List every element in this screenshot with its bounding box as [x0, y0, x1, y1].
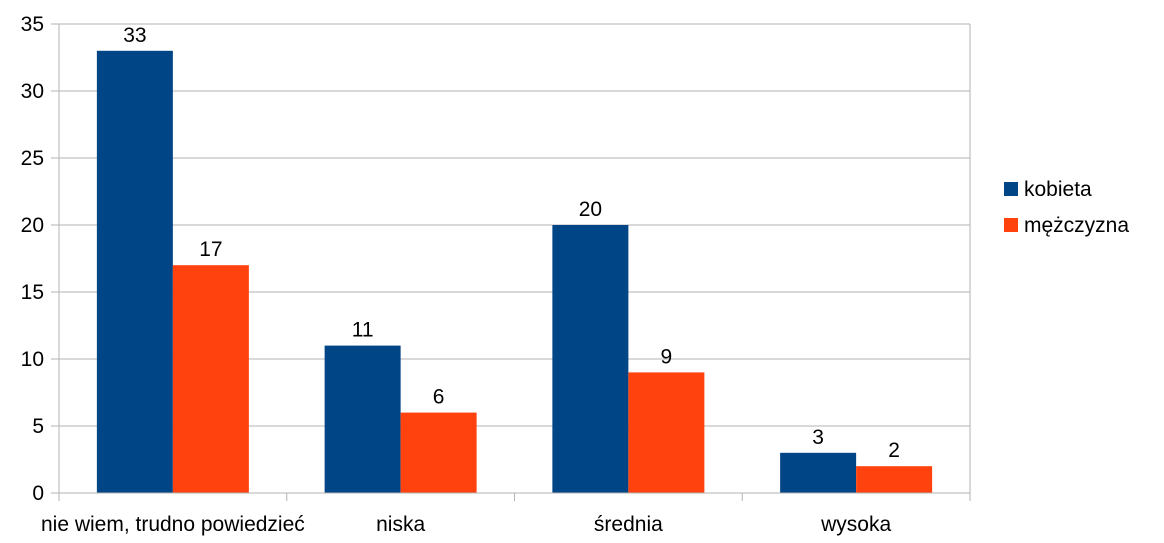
data-label: 2: [888, 439, 900, 462]
y-tick-label: 20: [21, 214, 44, 237]
y-tick-label: 30: [21, 80, 44, 103]
bar-mężczyzna-3: [856, 466, 933, 493]
bar-kobieta-1: [324, 345, 401, 493]
x-category-label: średnia: [594, 513, 663, 536]
y-tick-label: 10: [21, 348, 44, 371]
legend-swatch: [1004, 182, 1018, 196]
bar-mężczyzna-1: [400, 412, 477, 493]
data-label: 17: [199, 238, 222, 261]
legend-swatch: [1004, 218, 1018, 232]
bar-kobieta-3: [780, 452, 857, 493]
y-tick-label: 0: [32, 482, 44, 505]
bar-kobieta-2: [552, 225, 629, 493]
bar-mężczyzna-0: [172, 265, 249, 493]
data-label: 33: [123, 24, 146, 47]
bars: [96, 50, 933, 494]
y-tick-label: 15: [21, 281, 44, 304]
x-category-label: niska: [376, 513, 425, 536]
axes: [51, 23, 971, 501]
data-label: 6: [433, 386, 445, 409]
legend-label: mężczyzna: [1024, 214, 1129, 237]
x-category-label: nie wiem, trudno powiedzieć: [41, 513, 305, 536]
legend-label: kobieta: [1024, 178, 1092, 201]
bar-kobieta-0: [96, 50, 173, 494]
data-label: 3: [812, 426, 824, 449]
data-label: 11: [352, 319, 374, 342]
labels: 0 5 10 15 20 25 30 35 33 17 nie wiem, trudno powie…: [21, 13, 900, 536]
bar-mężczyzna-2: [628, 372, 705, 493]
data-label: 20: [579, 198, 602, 221]
data-label: 9: [661, 345, 673, 368]
y-tick-label: 35: [21, 13, 44, 36]
legend: kobieta mężczyzna: [1004, 178, 1129, 237]
y-tick-label: 5: [32, 415, 44, 438]
y-tick-label: 25: [21, 147, 44, 170]
x-category-label: wysoka: [820, 513, 891, 536]
